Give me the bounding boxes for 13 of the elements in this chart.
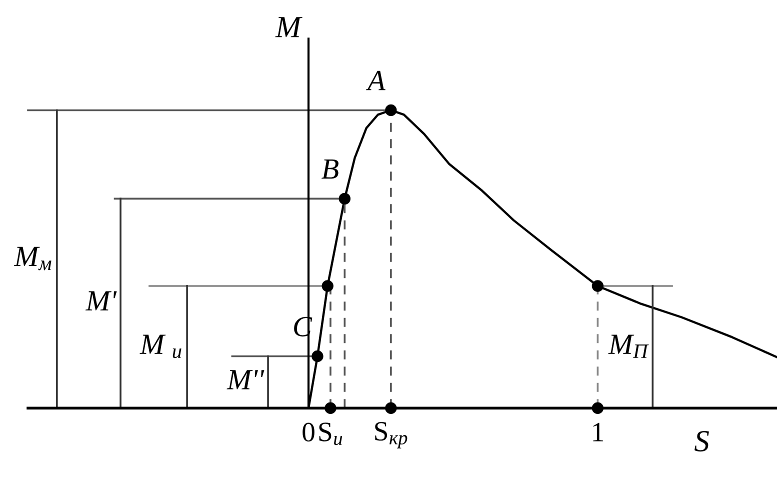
series-label: M $_{и}$: [140, 334, 182, 358]
series-label: M'': [226, 370, 264, 390]
annotation: A: [366, 70, 386, 90]
x-tick-label: 0: [302, 422, 314, 442]
annotation: B: [322, 159, 338, 179]
series-label: M$_{П}$: [608, 334, 649, 358]
x-tick-label: S$_{кр}$: [375, 422, 408, 448]
series-label: M': [86, 291, 117, 310]
series-label: M$_{м}$: [14, 246, 52, 270]
x-tick-label: S$_{и}$: [319, 422, 342, 446]
y-axis-title: M: [275, 17, 302, 38]
x-axis-title: S: [694, 430, 709, 452]
x-tick-label: 1: [593, 422, 603, 442]
